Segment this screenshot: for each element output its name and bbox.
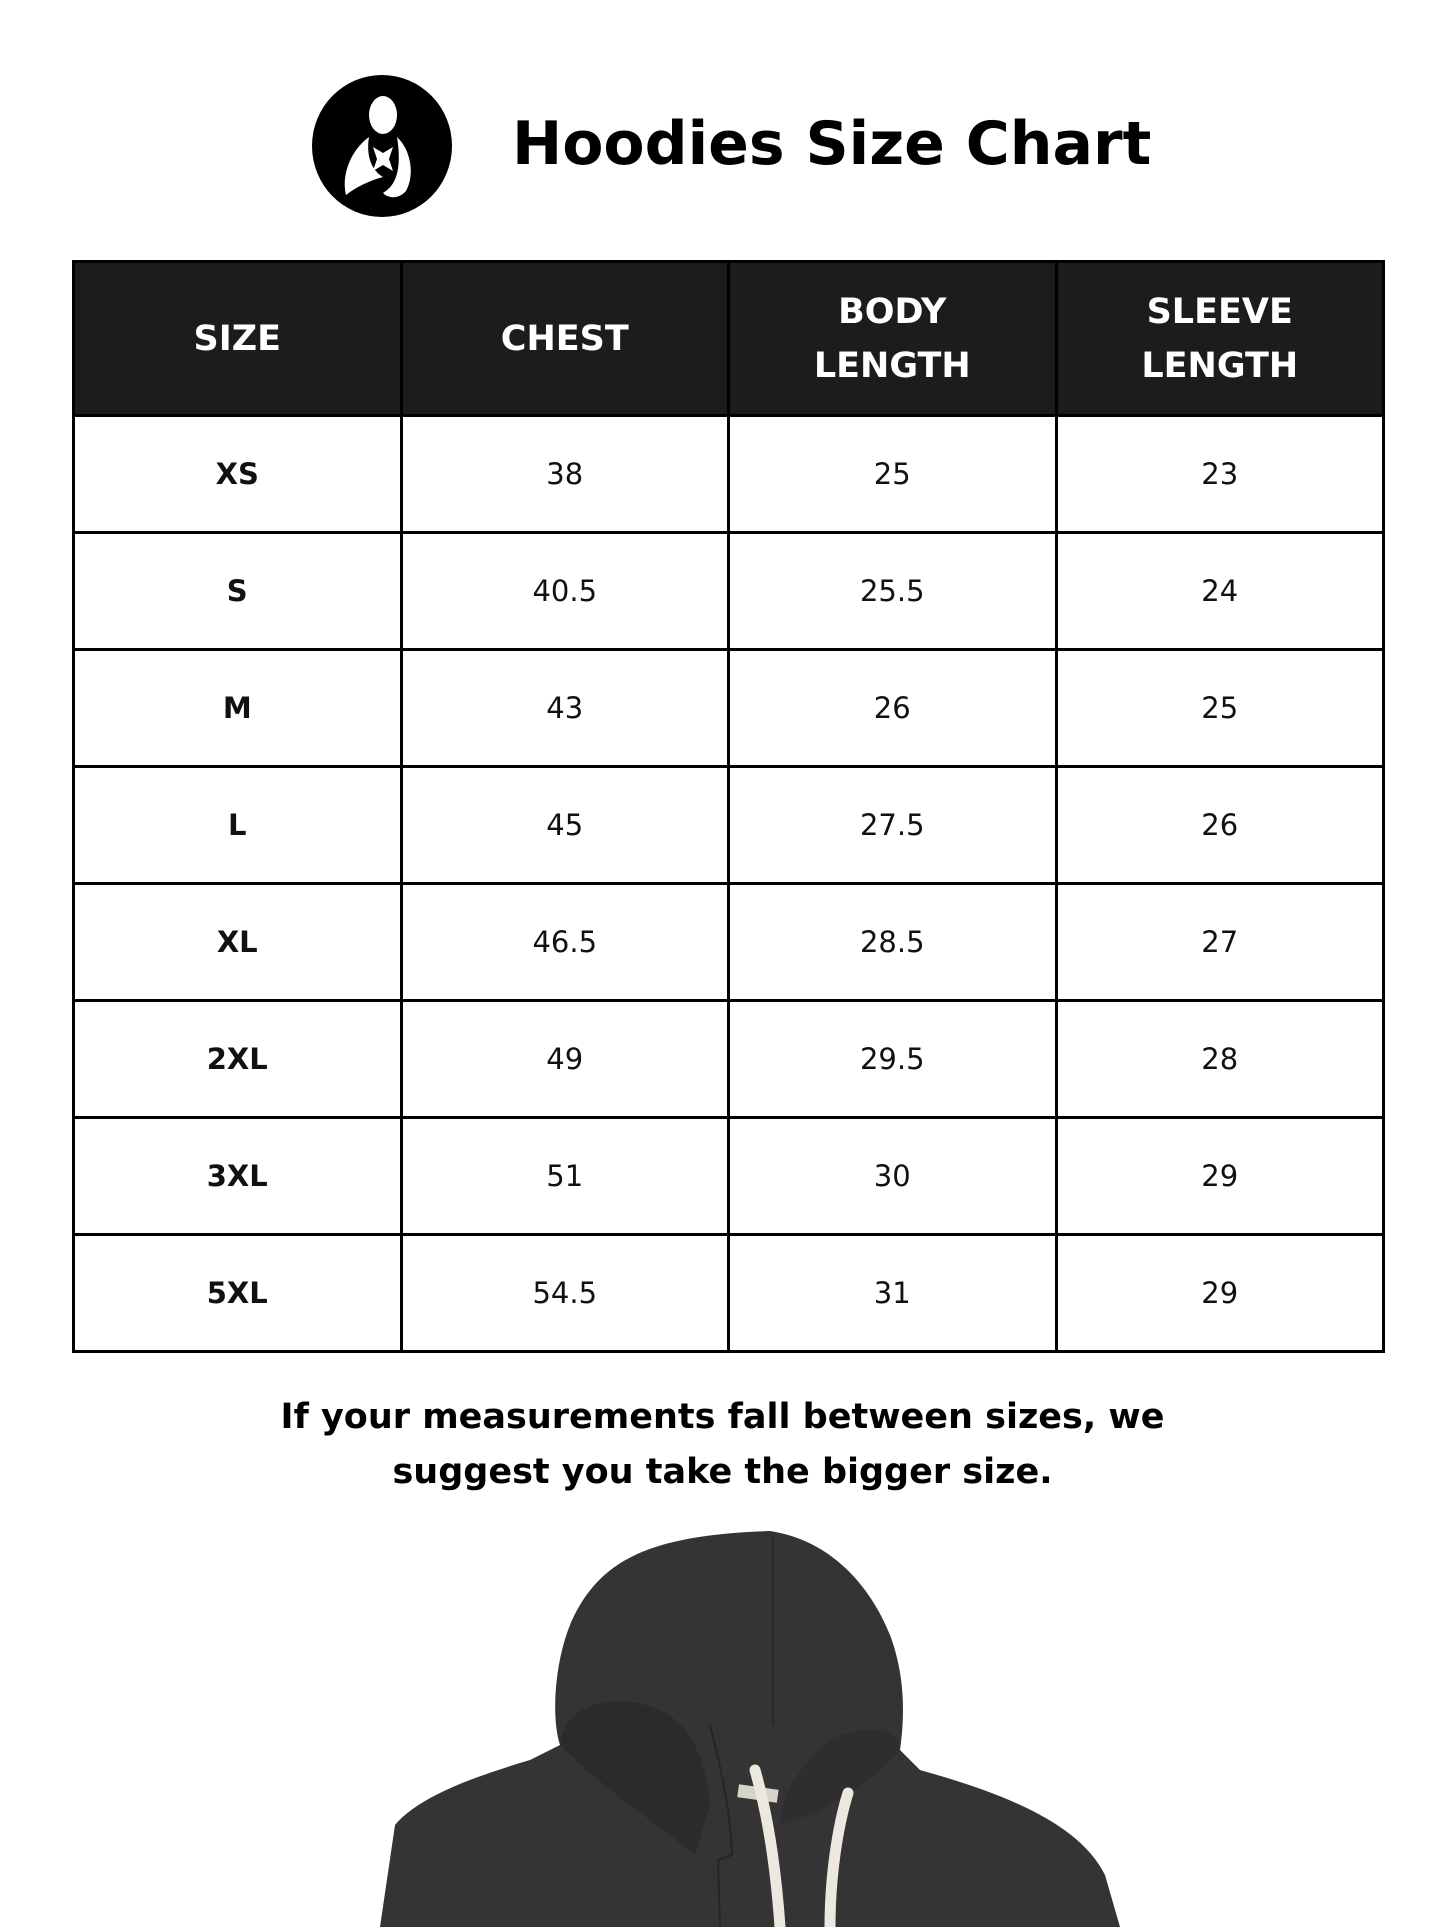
cell-size: XS [72,414,403,534]
hoodie-product-image [380,1531,1120,1927]
table-row: L 45 27.5 26 [72,765,1385,885]
cell-chest: 40.5 [399,531,730,651]
cell-sleeve-length: 29 [1054,1116,1385,1236]
page-title: Hoodies Size Chart [512,109,1152,179]
table-row: 5XL 54.5 31 29 [72,1233,1385,1353]
sizing-note-line-2: suggest you take the bigger size. [392,1452,1053,1492]
cell-sleeve-length: 26 [1054,765,1385,885]
cell-chest: 46.5 [399,882,730,1002]
cell-chest: 45 [399,765,730,885]
sizing-note: If your measurements fall between sizes,… [0,1390,1445,1500]
cell-size: M [72,648,403,768]
cell-sleeve-length: 29 [1054,1233,1385,1353]
cell-body-length: 29.5 [727,999,1058,1119]
cell-body-length: 28.5 [727,882,1058,1002]
cell-body-length: 26 [727,648,1058,768]
table-row: M 43 26 25 [72,648,1385,768]
cell-size: 3XL [72,1116,403,1236]
cell-sleeve-length: 24 [1054,531,1385,651]
column-header-size: SIZE [72,260,403,417]
cell-body-length: 27.5 [727,765,1058,885]
cell-size: 5XL [72,1233,403,1353]
cell-body-length: 25 [727,414,1058,534]
table-row: 2XL 49 29.5 28 [72,999,1385,1119]
cell-chest: 51 [399,1116,730,1236]
column-header-body-length: BODY LENGTH [727,260,1058,417]
cell-chest: 49 [399,999,730,1119]
column-header-chest: CHEST [399,260,730,417]
table-row: XL 46.5 28.5 27 [72,882,1385,1002]
table-row: 3XL 51 30 29 [72,1116,1385,1236]
cell-size: XL [72,882,403,1002]
table-row: XS 38 25 23 [72,414,1385,534]
cell-chest: 38 [399,414,730,534]
cell-size: L [72,765,403,885]
sizing-note-line-1: If your measurements fall between sizes,… [280,1397,1165,1437]
cell-sleeve-length: 25 [1054,648,1385,768]
cell-body-length: 25.5 [727,531,1058,651]
mother-and-child-logo-icon [312,75,452,217]
cell-size: S [72,531,403,651]
table-header-row: SIZE CHEST BODY LENGTH SLEEVE LENGTH [72,260,1385,417]
cell-sleeve-length: 23 [1054,414,1385,534]
cell-size: 2XL [72,999,403,1119]
cell-chest: 43 [399,648,730,768]
cell-sleeve-length: 27 [1054,882,1385,1002]
size-chart-table: SIZE CHEST BODY LENGTH SLEEVE LENGTH XS 3… [72,260,1385,1353]
cell-body-length: 31 [727,1233,1058,1353]
cell-sleeve-length: 28 [1054,999,1385,1119]
cell-chest: 54.5 [399,1233,730,1353]
column-header-sleeve-length: SLEEVE LENGTH [1054,260,1385,417]
table-row: S 40.5 25.5 24 [72,531,1385,651]
cell-body-length: 30 [727,1116,1058,1236]
